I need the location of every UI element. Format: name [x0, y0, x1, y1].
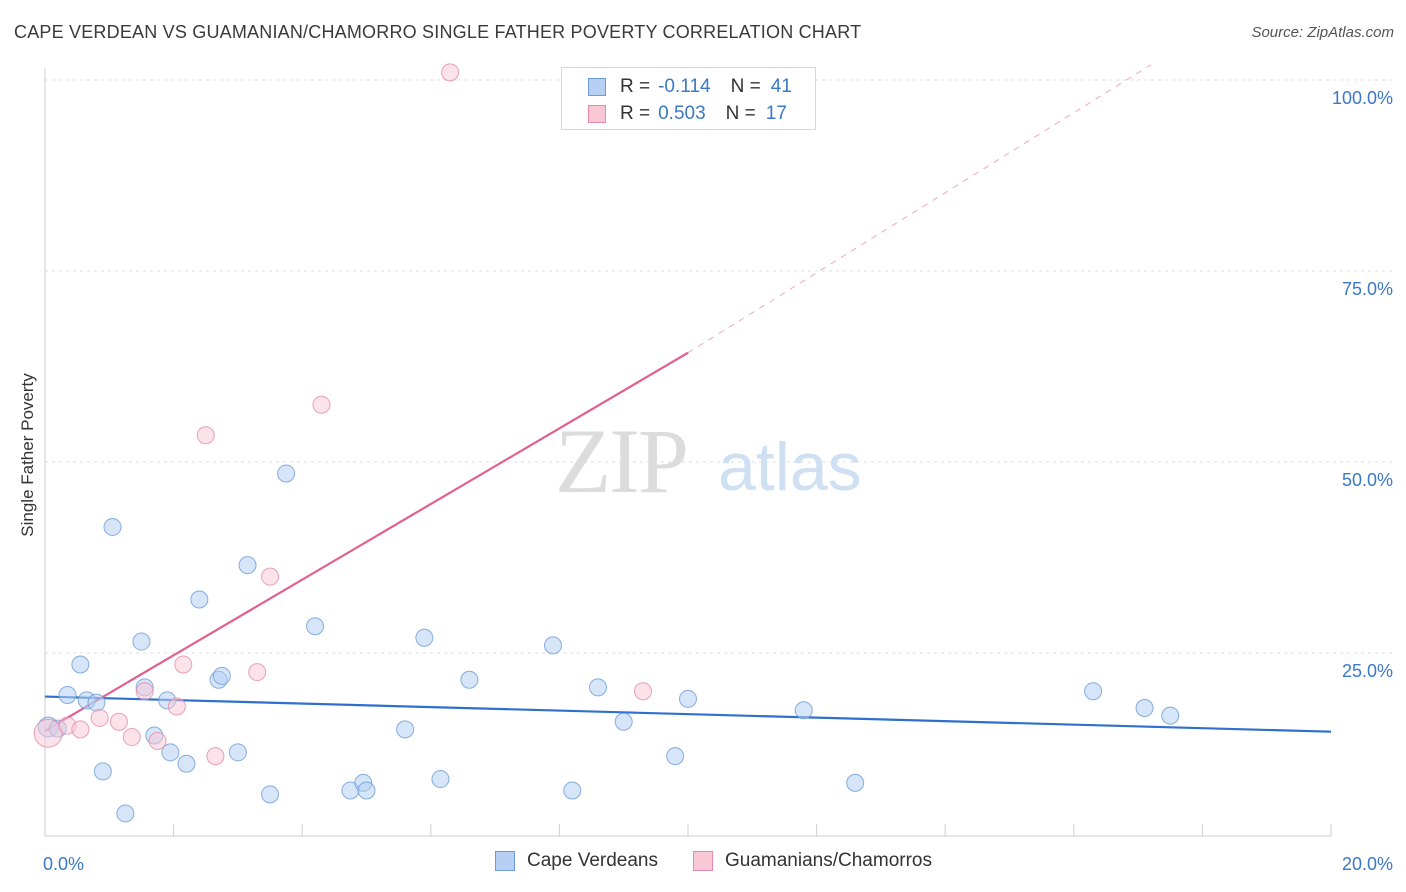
legend-label: Cape Verdeans	[527, 850, 658, 871]
legend-r-label: R =	[620, 76, 651, 97]
cape-verdean-point	[588, 678, 607, 697]
x-tick-label-1: 20.0%	[1342, 854, 1393, 874]
legend-n-label: N =	[725, 103, 756, 124]
guamanian-point	[122, 728, 141, 747]
cape-verdean-point	[87, 693, 106, 712]
guamanian-point	[174, 655, 193, 674]
cape-verdean-point	[212, 666, 231, 685]
cape-verdean-point	[103, 517, 122, 536]
chart-title: CAPE VERDEAN VS GUAMANIAN/CHAMORRO SINGL…	[14, 22, 862, 42]
cape-verdean-point	[190, 590, 209, 609]
cape-verdean-point	[1135, 699, 1154, 718]
cape-verdean-point	[846, 773, 865, 792]
data-points	[33, 63, 1180, 823]
cape-verdean-point	[415, 628, 434, 647]
guamanian-point	[206, 747, 225, 766]
guamanian-point	[33, 718, 63, 748]
legend-r-label: R =	[620, 103, 651, 124]
cape-verdean-point	[431, 770, 450, 789]
guamanian-point	[109, 712, 128, 731]
cape-verdean-point	[177, 754, 196, 773]
trend-line-0	[44, 695, 1332, 733]
legend-n-value: 17	[765, 103, 787, 124]
legend-swatch-pink	[693, 851, 713, 871]
cape-verdean-point	[679, 689, 697, 708]
cape-verdean-point	[1084, 682, 1103, 701]
watermark-atlas: atlas	[718, 429, 862, 505]
guamanian-point	[261, 567, 280, 586]
guamanian-point	[441, 63, 460, 82]
cape-verdean-point	[71, 655, 90, 674]
y-tick-label-0: 25.0%	[1342, 661, 1393, 681]
legend-r-value: 0.503	[658, 103, 706, 124]
legend-label: Guamanians/Chamorros	[725, 850, 932, 871]
cape-verdean-point	[460, 670, 479, 689]
guamanian-point	[90, 708, 109, 727]
gridlines	[45, 79, 1392, 654]
cape-verdean-point	[93, 762, 112, 781]
cape-verdean-point	[132, 632, 151, 651]
legend-n-label: N =	[730, 76, 761, 97]
cape-verdean-point	[277, 464, 296, 483]
cape-verdean-point	[261, 785, 280, 804]
axes	[44, 68, 1332, 837]
guamanian-point	[148, 731, 167, 750]
cape-verdean-point	[116, 804, 135, 823]
cape-verdean-point	[161, 743, 180, 762]
legend-n-value: 41	[770, 76, 792, 97]
legend-row-cape-verdeans: R = -0.114 N = 41	[588, 74, 792, 100]
cape-verdean-point	[563, 781, 582, 800]
cape-verdean-point	[58, 686, 77, 705]
y-tick-label-3: 100.0%	[1332, 88, 1393, 108]
cape-verdean-point	[306, 617, 325, 636]
correlation-legend: R = -0.114 N = 41 R = 0.503 N = 17	[561, 67, 816, 130]
legend-item-cape-verdeans: Cape Verdeans	[495, 850, 658, 872]
x-tick-label-0: 0.0%	[43, 854, 84, 874]
legend-item-guamanians: Guamanians/Chamorros	[693, 850, 932, 872]
trend-lines	[44, 64, 1332, 733]
cape-verdean-point	[666, 747, 685, 766]
legend-swatch-blue	[495, 851, 515, 871]
trend-line-1	[44, 351, 689, 732]
legend-r-value: -0.114	[658, 76, 711, 97]
cape-verdean-point	[396, 720, 415, 739]
cape-verdean-point	[357, 781, 376, 800]
guamanian-point	[312, 395, 331, 414]
legend-swatch-pink	[588, 105, 606, 123]
y-tick-label-1: 50.0%	[1342, 470, 1393, 490]
watermark: ZIP atlas	[555, 410, 862, 512]
guamanian-point	[135, 682, 154, 701]
guamanian-point	[71, 720, 90, 739]
cape-verdean-point	[614, 712, 633, 731]
guamanian-point	[248, 663, 267, 682]
cape-verdean-point	[543, 636, 562, 655]
y-tick-label-2: 75.0%	[1342, 279, 1393, 299]
legend-row-guamanians: R = 0.503 N = 17	[588, 101, 787, 127]
tick-labels: 25.0% 50.0% 75.0% 100.0% 0.0% 20.0%	[43, 88, 1393, 874]
guamanian-point	[633, 682, 652, 701]
legend-swatch-blue	[588, 78, 606, 96]
cape-verdean-point	[228, 743, 247, 762]
cape-verdean-point	[238, 556, 257, 575]
y-axis-label: Single Father Poverty	[18, 373, 37, 537]
guamanian-point	[196, 426, 215, 445]
cape-verdean-point	[794, 701, 813, 720]
source-label: Source: ZipAtlas.com	[1251, 24, 1394, 41]
watermark-zip: ZIP	[555, 410, 687, 512]
cape-verdean-point	[1161, 706, 1180, 725]
guamanian-point	[167, 697, 186, 716]
